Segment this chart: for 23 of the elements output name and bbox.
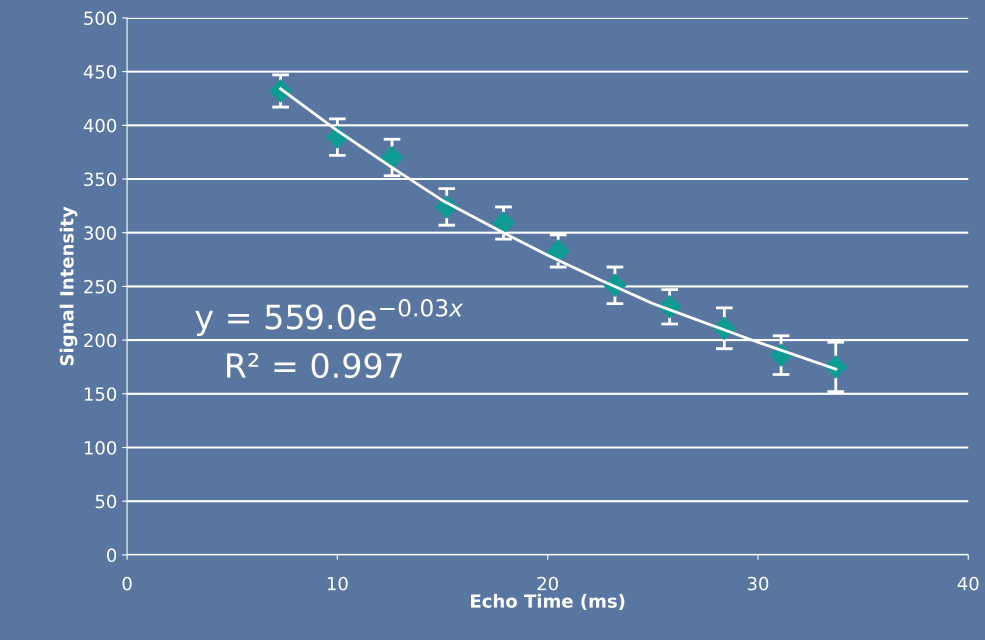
- x-tick-label: 30: [748, 576, 768, 590]
- y-tick-label: 50: [96, 494, 116, 508]
- y-tick-label: 250: [84, 280, 116, 294]
- y-tick-label: 500: [84, 11, 116, 26]
- y-axis-title: Signal Intensity: [60, 206, 78, 366]
- y-tick-label: 400: [84, 118, 116, 132]
- point: [380, 146, 404, 170]
- annotation: y = 559.0e$^{−0.03x}$: [195, 299, 464, 336]
- y-tick-label: 450: [84, 65, 116, 79]
- point: [492, 212, 515, 235]
- x-tick-label: 0: [122, 576, 132, 590]
- x-axis-title: Echo Time (ms): [471, 594, 624, 610]
- y-tick-label: 0: [107, 548, 116, 562]
- annotation: R² = 0.997: [227, 352, 402, 378]
- x-tick-label: 40: [958, 576, 979, 590]
- y-tick-label: 300: [84, 226, 116, 240]
- y-tick-label: 150: [84, 387, 116, 401]
- point: [546, 239, 570, 262]
- x-tick-label: 20: [537, 576, 558, 590]
- x-tick-label: 10: [328, 576, 348, 590]
- y-tick-label: 350: [84, 172, 116, 186]
- y-tick-label: 200: [84, 334, 116, 348]
- y-tick-label: 100: [84, 440, 116, 455]
